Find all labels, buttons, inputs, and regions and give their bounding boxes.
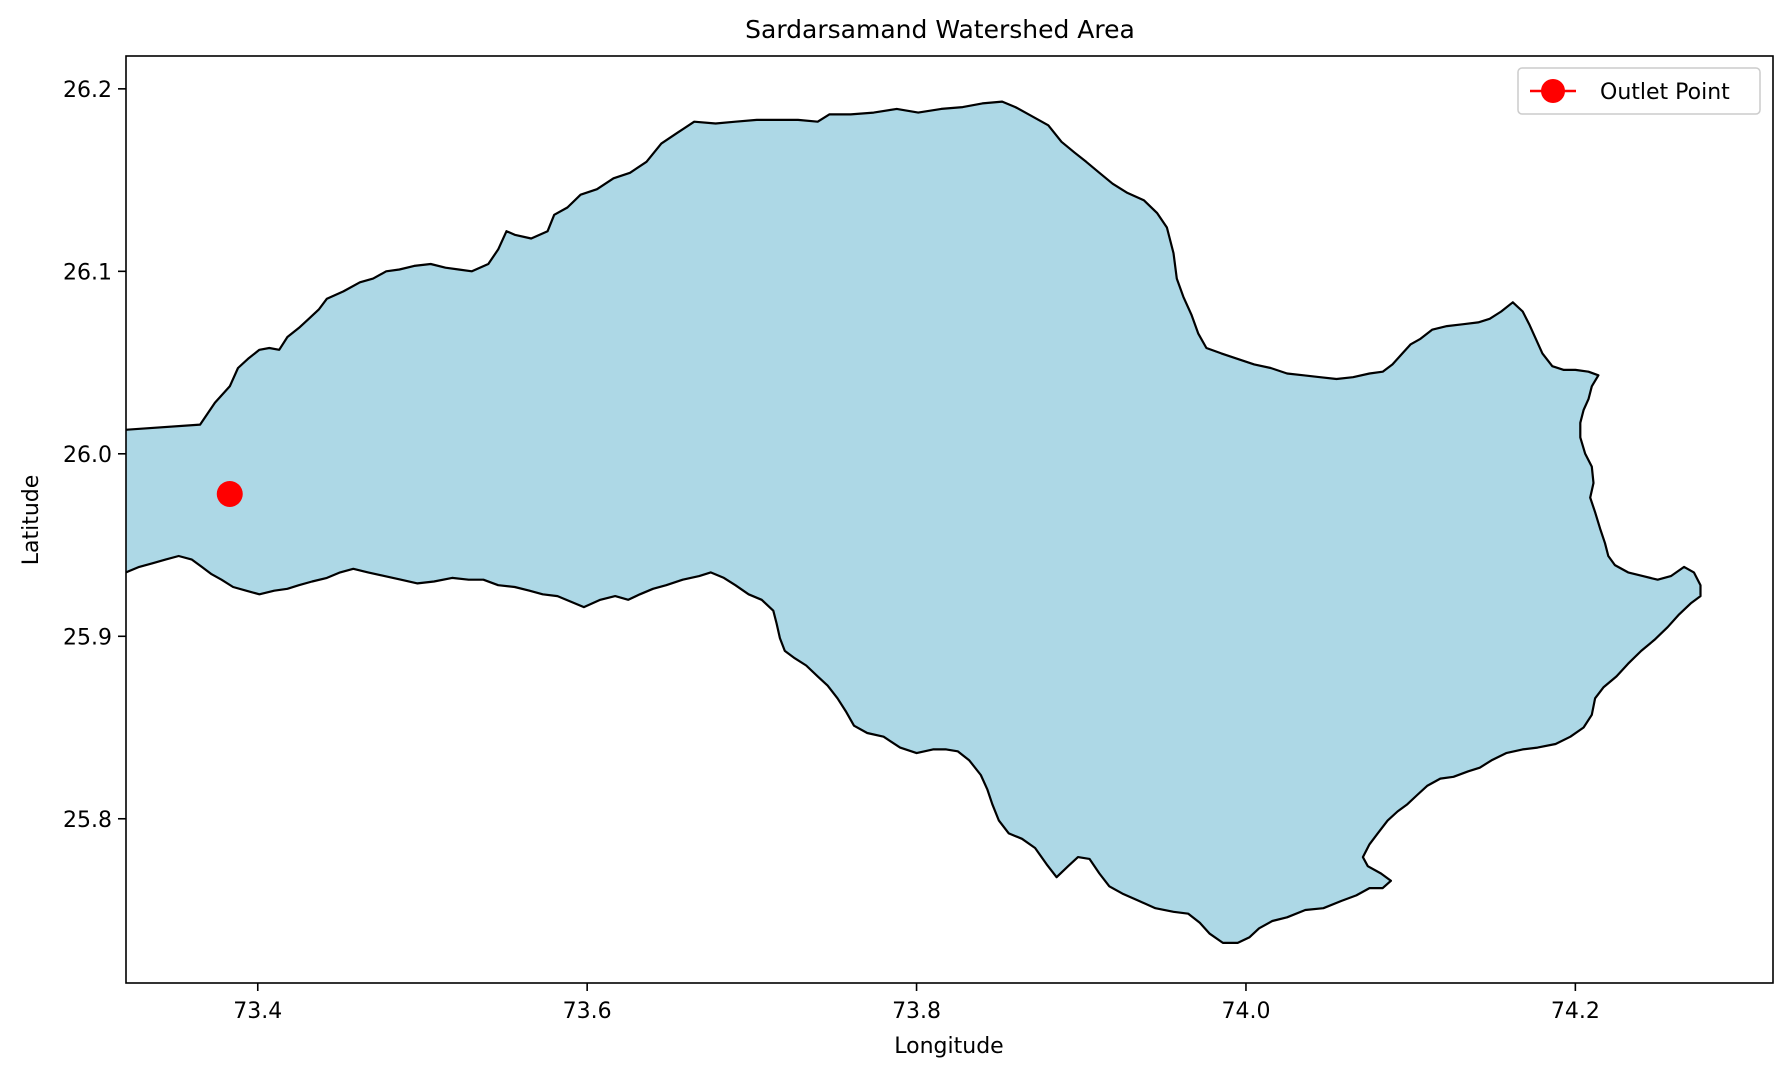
y-tick-label: 26.1	[63, 260, 112, 285]
x-tick-label: 74.0	[1221, 999, 1270, 1024]
outlet-point-marker[interactable]	[216, 480, 243, 507]
y-tick-label: 26.2	[63, 78, 112, 103]
chart-title: Sardarsamand Watershed Area	[745, 15, 1135, 44]
legend-label-outlet-point: Outlet Point	[1600, 80, 1730, 105]
axes-frame	[125, 55, 1774, 984]
y-tick-label: 25.8	[63, 808, 112, 833]
legend: Outlet Point	[1517, 67, 1761, 115]
x-tick-label: 73.6	[563, 999, 612, 1024]
x-tick-label: 73.8	[892, 999, 941, 1024]
watershed-area-polygon	[126, 100, 1702, 945]
y-axis-ticks: 25.8 25.9 26.0 26.1 26.2	[63, 78, 126, 833]
y-tick-label: 25.9	[63, 625, 112, 650]
legend-marker-swatch	[1541, 79, 1565, 103]
x-axis-label: Longitude	[894, 1034, 1003, 1059]
x-tick-label: 73.4	[233, 999, 282, 1024]
y-axis-label: Latitude	[19, 475, 44, 566]
x-axis-ticks: 73.4 73.6 73.8 74.0 74.2	[233, 983, 1600, 1024]
x-tick-label: 74.2	[1551, 999, 1600, 1024]
y-tick-label: 26.0	[63, 443, 112, 468]
legend-box	[1517, 67, 1761, 115]
